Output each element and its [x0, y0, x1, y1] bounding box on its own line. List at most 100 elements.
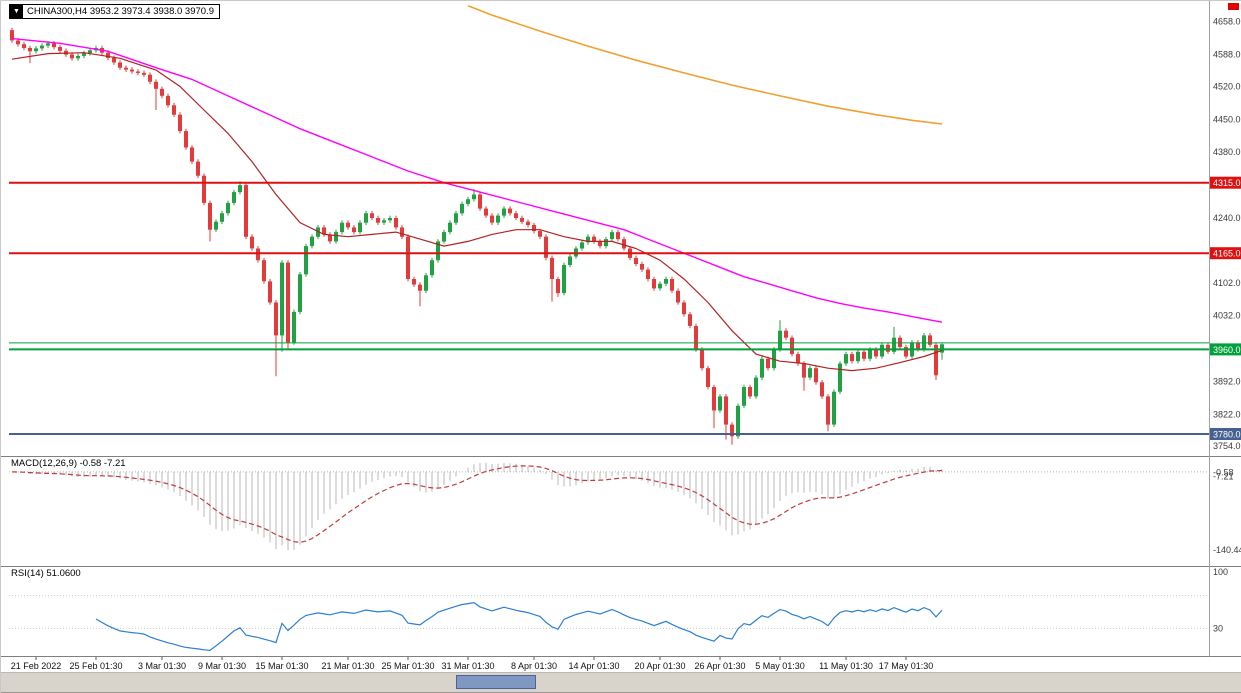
ma-slow-orange — [467, 4, 943, 125]
candle-bull — [238, 185, 242, 193]
candle-bear — [688, 314, 692, 326]
candle-bull — [778, 330, 782, 350]
candle-bear — [508, 208, 512, 214]
candle-bull — [82, 53, 86, 56]
price-axis-label: 3892.0 — [1213, 376, 1241, 386]
time-axis-label: 31 Mar 01:30 — [441, 661, 494, 671]
time-axis-label: 21 Mar 01:30 — [321, 661, 374, 671]
ma-medium-magenta — [11, 37, 943, 323]
horizontal-scrollbar-thumb[interactable] — [456, 675, 536, 689]
candle-bull — [586, 236, 590, 243]
price-badge-label: 3780.0 — [1213, 430, 1241, 440]
candle-bull — [382, 220, 386, 223]
candle-bear — [10, 30, 14, 41]
candle-bear — [592, 236, 596, 242]
candle-bull — [232, 192, 236, 203]
candle-bear — [106, 52, 110, 58]
candle-bull — [496, 215, 500, 223]
candle-bull — [436, 241, 440, 261]
candle-bull — [472, 194, 476, 200]
candle-bear — [532, 225, 536, 232]
candle-bear — [136, 71, 140, 73]
candle-bear — [286, 262, 290, 343]
candle-bear — [700, 349, 704, 369]
time-axis-label: 25 Feb 01:30 — [69, 661, 122, 671]
candle-bear — [520, 218, 524, 222]
candle-bear — [370, 213, 374, 218]
candle-bull — [460, 203, 464, 214]
time-axis-label: 26 Apr 01:30 — [694, 661, 745, 671]
rsi-indicator-label: RSI(14) 51.0600 — [11, 568, 81, 579]
price-badge-label: 4315.0 — [1213, 178, 1241, 188]
candle-bear — [166, 95, 170, 106]
chart-title-bar[interactable]: ▼ CHINA300,H4 3953.2 3973.4 3938.0 3970.… — [9, 4, 220, 19]
candle-bear — [730, 424, 734, 437]
candle-bull — [364, 213, 368, 223]
price-axis-label: 4032.0 — [1213, 311, 1241, 321]
candle-bear — [322, 227, 326, 235]
candle-bear — [274, 302, 278, 336]
candle-bear — [22, 44, 26, 48]
price-badge — [1210, 176, 1241, 189]
price-axis-label: 4658.0 — [1213, 17, 1241, 27]
price-badge-label: 4165.0 — [1213, 249, 1241, 259]
candle-bear — [412, 279, 416, 285]
candle-bear — [724, 396, 728, 425]
candle-bull — [280, 262, 284, 336]
price-axis-label: 4102.0 — [1213, 278, 1241, 288]
candle-bull — [220, 213, 224, 222]
candle-bear — [616, 232, 620, 240]
candle-bull — [718, 396, 722, 411]
candle-bull — [34, 48, 38, 52]
candle-bull — [664, 279, 668, 284]
candle-bull — [448, 222, 452, 233]
candle-bear — [112, 57, 116, 63]
candle-bear — [862, 351, 866, 359]
candle-bear — [706, 368, 710, 387]
candle-bull — [226, 202, 230, 214]
candle-bear — [550, 257, 554, 279]
candle-bear — [646, 269, 650, 279]
time-axis-label: 3 Mar 01:30 — [138, 661, 186, 671]
candle-bear — [262, 260, 266, 282]
candle-bear — [790, 337, 794, 355]
candle-bear — [352, 227, 356, 233]
candle-bull — [340, 222, 344, 233]
chevron-down-icon[interactable]: ▼ — [10, 5, 23, 18]
time-axis-label: 5 May 01:30 — [755, 661, 805, 671]
candle-bear — [148, 74, 152, 82]
macd-axis-label: -0.58 — [1213, 467, 1234, 477]
candle-bear — [406, 236, 410, 279]
candle-bear — [934, 344, 938, 376]
candle-bear — [142, 72, 146, 75]
candle-bear — [268, 281, 272, 303]
candle-bull — [736, 405, 740, 437]
candle-bull — [424, 275, 428, 291]
price-badge — [1210, 343, 1241, 356]
candle-bull — [88, 50, 92, 54]
candle-bull — [298, 274, 302, 312]
candle-bull — [310, 236, 314, 247]
price-badge — [1210, 428, 1241, 440]
candle-bear — [52, 43, 56, 48]
price-badge — [1210, 247, 1241, 260]
time-axis-label: 8 Apr 01:30 — [511, 661, 557, 671]
candle-bear — [694, 326, 698, 350]
horizontal-scrollbar[interactable] — [1, 672, 1241, 693]
candle-bull — [334, 232, 338, 242]
candle-bear — [766, 358, 770, 369]
time-axis-label: 20 Apr 01:30 — [634, 661, 685, 671]
candle-bear — [598, 241, 602, 247]
candle-bull — [442, 232, 446, 242]
rsi-axis-label: 100 — [1213, 567, 1228, 577]
candle-bear — [490, 215, 494, 223]
candle-bear — [124, 67, 128, 70]
candle-bull — [502, 208, 506, 216]
time-axis-label: 15 Mar 01:30 — [255, 661, 308, 671]
candle-bull — [580, 242, 584, 249]
candle-bear — [874, 349, 878, 357]
candle-bull — [868, 349, 872, 359]
candle-bull — [466, 199, 470, 204]
candle-bull — [214, 221, 218, 230]
